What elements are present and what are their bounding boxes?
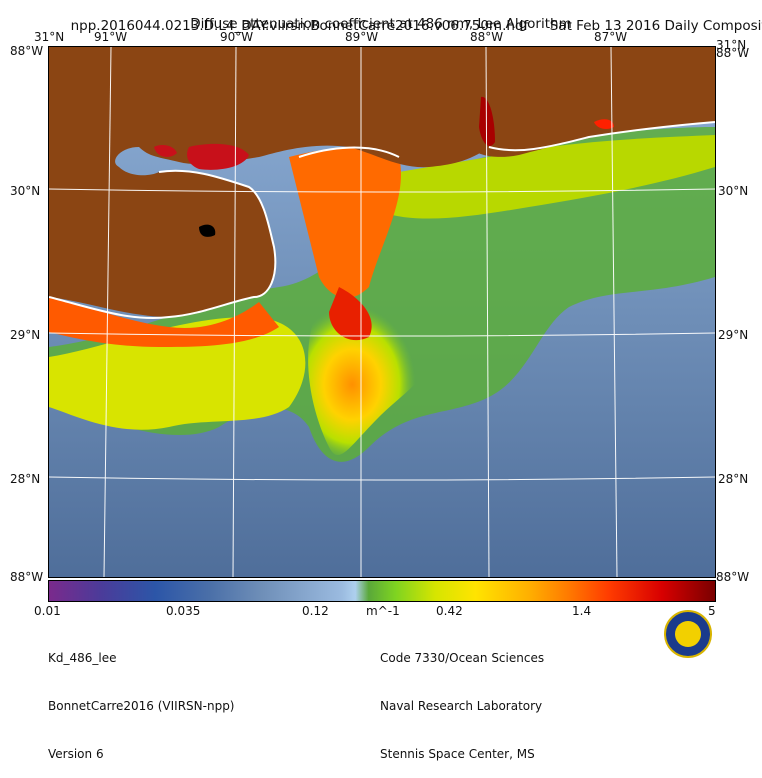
org-name: Naval Research Laboratory (380, 699, 543, 713)
lon-label-90: 90°W (220, 30, 254, 44)
satellite-map (48, 46, 716, 578)
product-name: Kd_486_lee (48, 651, 117, 665)
colorbar-tick-0-42: 0.42 (436, 604, 463, 618)
colorbar-tick-0-12: 0.12 (302, 604, 329, 618)
footer-left: Kd_486_lee BonnetCarre2016 (VIIRSN-npp) … (48, 618, 235, 778)
lat-label-30-left: 30°N (10, 184, 41, 198)
product-subtitle: Diffuse attenuation coefficient at 486 n… (190, 16, 572, 32)
file-title: npp.2016044.0213.D.L4_DAY.viirsn.BonnetC… (70, 18, 762, 34)
lon-label-88: 88°W (470, 30, 504, 44)
lon-label-91: 91°W (94, 30, 128, 44)
sensor-info: BonnetCarre2016 (VIIRSN-npp) (48, 699, 235, 713)
lat-label-28-left: 28°N (10, 472, 41, 486)
colorbar-units: m^-1 (366, 604, 400, 618)
lon-label-89: 89°W (345, 30, 379, 44)
corner-label-br: 88°W (716, 570, 750, 584)
colorbar-tick-5: 5 (708, 604, 716, 618)
footer-right: Code 7330/Ocean Sciences Naval Research … (380, 618, 544, 778)
colorbar-tick-1-4: 1.4 (572, 604, 592, 618)
org-code: Code 7330/Ocean Sciences (380, 651, 545, 665)
lat-label-29-right: 29°N (718, 328, 749, 342)
corner-label-tl: 88°W (10, 44, 44, 58)
colorbar (48, 580, 716, 602)
lat-label-top-left: 31°N (34, 30, 65, 44)
version-info: Version 6 (48, 747, 104, 761)
org-location: Stennis Space Center, MS (380, 747, 535, 761)
lat-label-top-right: 31°N (716, 38, 747, 52)
lat-label-30-right: 30°N (718, 184, 749, 198)
lat-label-28-right: 28°N (718, 472, 749, 486)
lat-label-29-left: 29°N (10, 328, 41, 342)
colorbar-tick-0-035: 0.035 (166, 604, 201, 618)
nrl-seal-icon (664, 610, 712, 658)
map-image (49, 47, 715, 577)
corner-label-bl: 88°W (10, 570, 44, 584)
lon-label-87: 87°W (594, 30, 628, 44)
colorbar-tick-0-01: 0.01 (34, 604, 61, 618)
corner-label-tr: 88°W (716, 46, 750, 60)
